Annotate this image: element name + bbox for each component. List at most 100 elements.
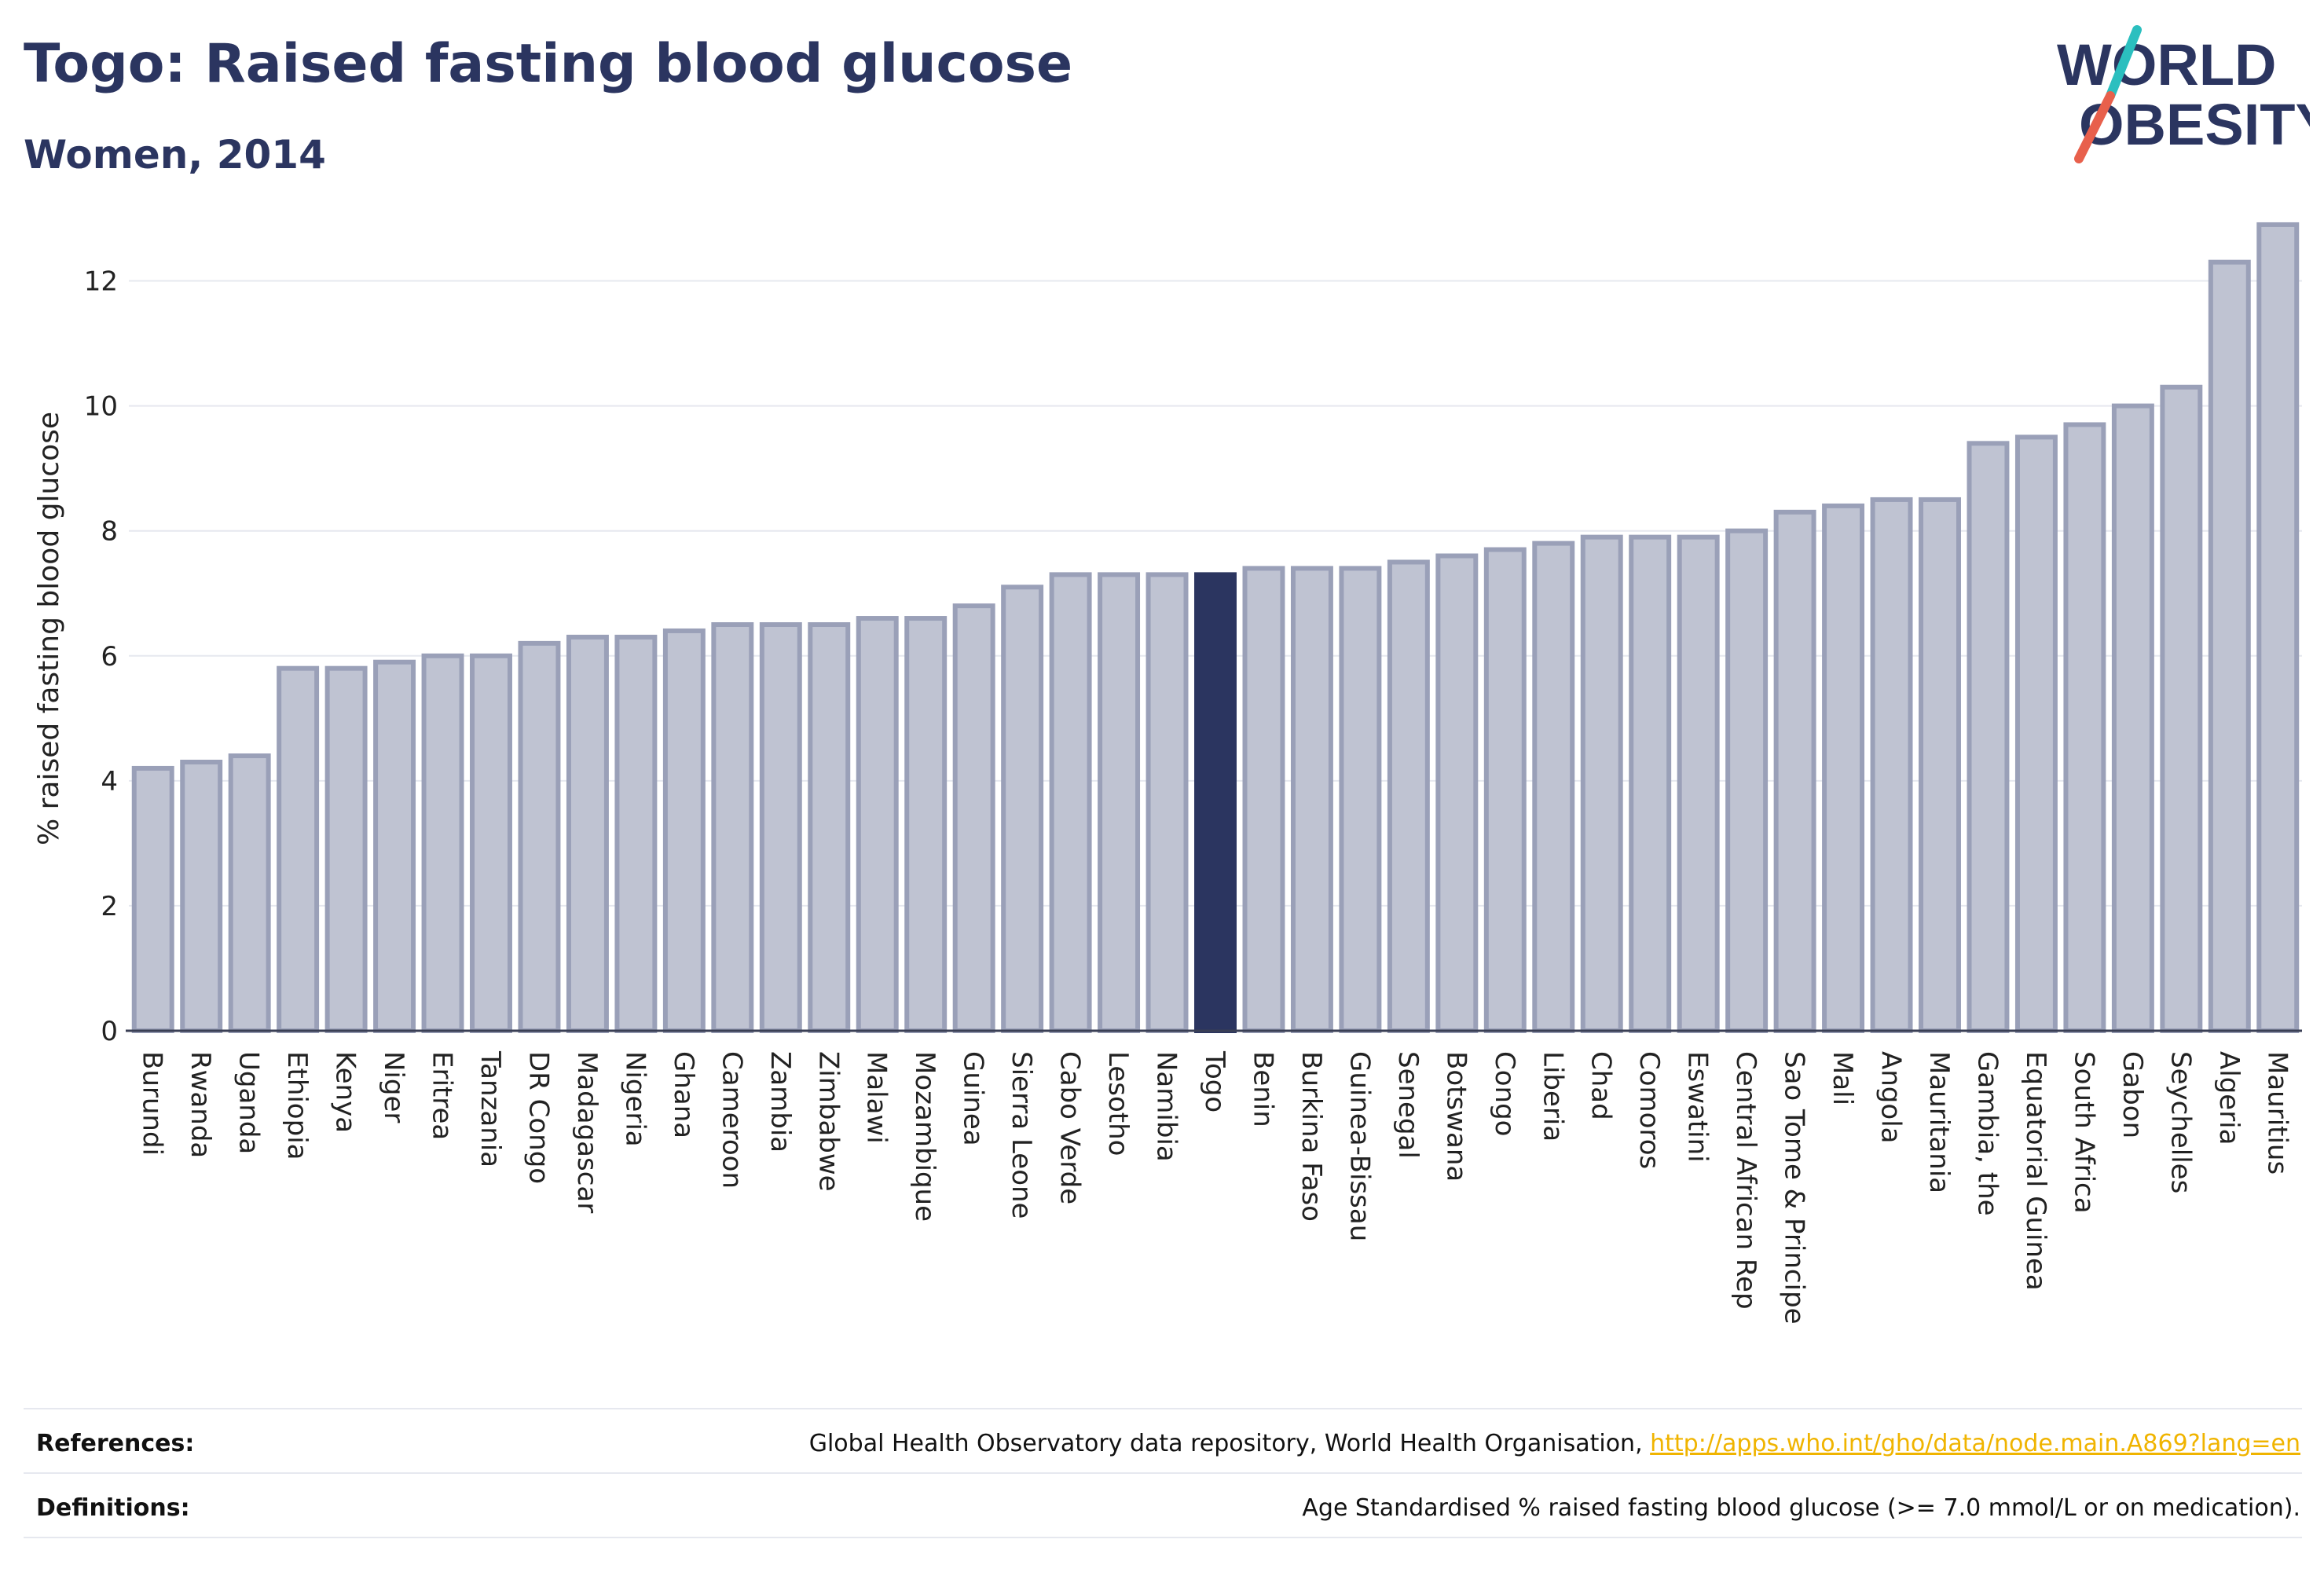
- x-tick-label: Liberia: [1537, 1051, 1568, 1142]
- bar: [1822, 503, 1865, 1033]
- y-tick-label: 12: [84, 266, 118, 298]
- footer-divider-top: [24, 1408, 2302, 1409]
- y-tick-label: 0: [101, 1016, 118, 1047]
- bar: [566, 634, 609, 1034]
- bar: [421, 653, 464, 1033]
- x-tick-label: Mozambique: [909, 1051, 940, 1222]
- y-tick-label: 10: [84, 391, 118, 423]
- x-tick-label: Seychelles: [2165, 1051, 2196, 1193]
- bar-chart: 0 2 4 6 8 10 12 Burundi Rwanda Uganda Ethiopia Keny…: [33, 222, 2302, 1325]
- definitions-text: Age Standardised % raised fasting blood …: [1302, 1494, 2300, 1522]
- x-tick-label: Cameroon: [716, 1051, 747, 1189]
- bar: [662, 628, 706, 1033]
- bar: [1773, 509, 1816, 1033]
- bar: [1049, 572, 1092, 1033]
- x-tick-label: Madagascar: [571, 1051, 603, 1213]
- x-tick-label: Sao Tome & Principe: [1779, 1051, 1810, 1325]
- x-tick-label: Guinea-Bissau: [1343, 1051, 1375, 1241]
- x-tick-label: Lesotho: [1102, 1051, 1134, 1156]
- references-label: References:: [36, 1430, 195, 1457]
- bar: [2111, 403, 2154, 1033]
- bar: [952, 603, 995, 1033]
- world-obesity-logo: WORLD OBESITY: [2057, 25, 2310, 163]
- x-tick-label: Guinea: [958, 1051, 989, 1146]
- bar: [131, 765, 174, 1033]
- bar: [759, 622, 802, 1033]
- x-tick-label: Eritrea: [427, 1051, 458, 1140]
- bar: [808, 622, 851, 1033]
- x-tick-label: Zimbabwe: [812, 1051, 844, 1192]
- references-link[interactable]: http://apps.who.int/gho/data/node.main.A…: [1650, 1430, 2300, 1457]
- bar: [1435, 553, 1479, 1033]
- chart-subtitle: Women, 2014: [24, 132, 326, 178]
- bar: [1339, 566, 1382, 1033]
- x-tick-label: Algeria: [2213, 1051, 2245, 1145]
- bar: [2014, 434, 2058, 1033]
- bar: [2256, 222, 2300, 1033]
- x-tick-label: Cabo Verde: [1054, 1051, 1086, 1204]
- x-tick-label: Togo: [1199, 1050, 1230, 1112]
- bar: [1677, 534, 1720, 1033]
- x-tick-label: Kenya: [330, 1051, 361, 1133]
- bar: [1290, 566, 1333, 1033]
- bar: [1532, 541, 1575, 1033]
- bar: [1725, 528, 1769, 1033]
- axis-layer: 0 2 4 6 8 10 12 Burundi Rwanda Uganda Ethiopia Keny…: [84, 266, 2302, 1325]
- bar: [1870, 497, 1913, 1033]
- bar: [1098, 572, 1141, 1033]
- x-tick-label: Angola: [1875, 1051, 1907, 1143]
- logo-slash-bottom: [2074, 91, 2115, 163]
- x-tick-label: Comoros: [1633, 1051, 1665, 1169]
- bar: [1242, 566, 1285, 1033]
- x-tick-label: Benin: [1247, 1051, 1278, 1127]
- x-tick-label: Ghana: [668, 1051, 699, 1138]
- x-tick-label: Malawi: [861, 1051, 893, 1144]
- footer-divider-middle: [24, 1472, 2302, 1474]
- x-tick-label: Burkina Faso: [1296, 1051, 1327, 1222]
- x-tick-label: Mauritania: [1923, 1051, 1955, 1193]
- bar: [2208, 259, 2251, 1033]
- bar: [1483, 547, 1527, 1033]
- bars-layer: [131, 222, 2300, 1034]
- x-tick-label: Nigeria: [619, 1051, 651, 1147]
- bar: [1001, 585, 1044, 1033]
- bar: [1580, 534, 1623, 1033]
- bar: [1194, 572, 1237, 1033]
- x-tick-label: Botswana: [1440, 1051, 1472, 1182]
- bar: [1967, 441, 2010, 1033]
- x-tick-label: Tanzania: [475, 1050, 506, 1167]
- bar: [277, 665, 320, 1034]
- x-tick-label: Zambia: [764, 1051, 796, 1153]
- bar: [180, 759, 223, 1033]
- x-tick-label: Ethiopia: [281, 1051, 313, 1160]
- bar: [1146, 572, 1189, 1033]
- x-tick-label: Uganda: [233, 1051, 265, 1154]
- bar: [711, 622, 754, 1033]
- bar: [324, 665, 368, 1034]
- x-tick-label: Namibia: [1151, 1051, 1182, 1162]
- x-tick-label: Gabon: [2117, 1051, 2148, 1138]
- x-tick-label: Central African Rep: [1730, 1051, 1761, 1310]
- x-tick-label: Niger: [378, 1051, 409, 1123]
- y-axis-label: % raised fasting blood glucose: [33, 412, 65, 845]
- y-tick-label: 8: [101, 516, 118, 548]
- bar: [614, 634, 658, 1034]
- bar: [856, 616, 899, 1033]
- y-tick-label: 2: [101, 891, 118, 922]
- x-tick-label: Mali: [1827, 1051, 1858, 1105]
- bar: [518, 640, 561, 1033]
- logo-line-obesity: OBESITY: [2079, 92, 2310, 157]
- logo-slash-top: [2106, 25, 2142, 101]
- x-tick-label: Congo: [1489, 1051, 1520, 1136]
- bar: [373, 659, 416, 1033]
- bar: [2063, 422, 2106, 1033]
- bar: [1919, 497, 1961, 1033]
- y-tick-label: 4: [101, 766, 118, 797]
- bar: [228, 753, 271, 1033]
- references-text: Global Health Observatory data repositor…: [809, 1430, 2300, 1457]
- y-tick-label: 6: [101, 641, 118, 673]
- x-tick-label: Chad: [1585, 1051, 1617, 1120]
- x-tick-label: Equatorial Guinea: [2020, 1051, 2051, 1291]
- x-tick-label: Sierra Leone: [1006, 1051, 1037, 1219]
- x-tick-label: South Africa: [2068, 1051, 2099, 1214]
